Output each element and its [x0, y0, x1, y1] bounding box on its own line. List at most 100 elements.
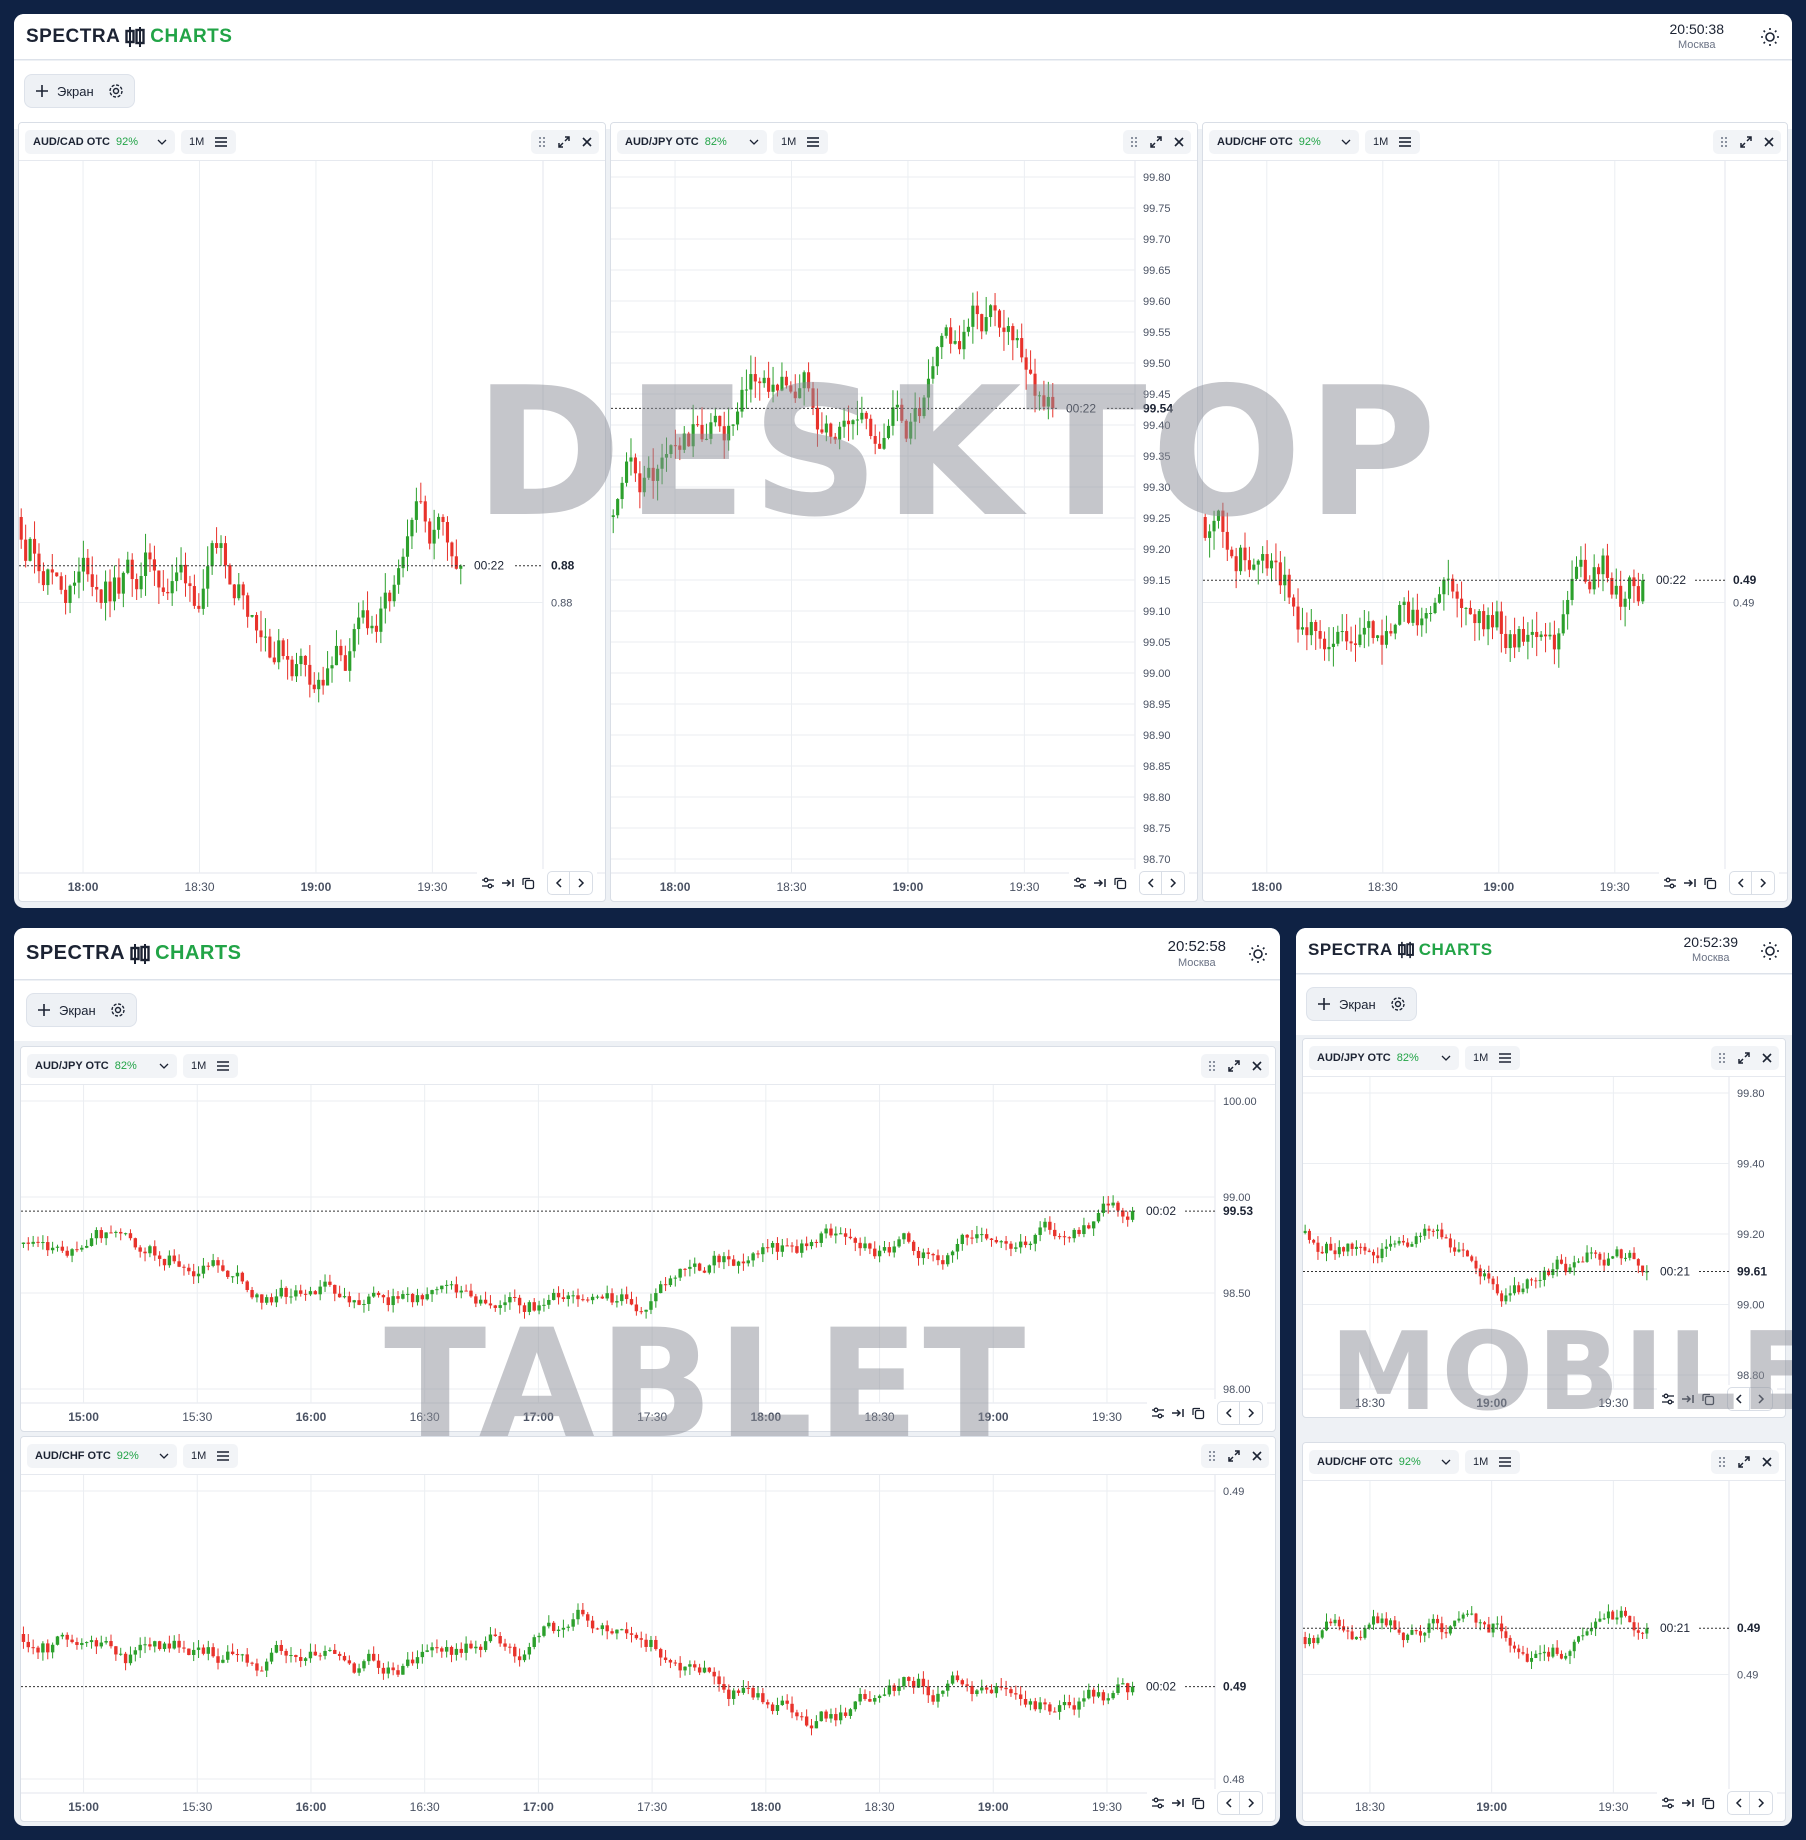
- scroll-to-latest-icon[interactable]: [501, 877, 515, 889]
- timeframe-selector[interactable]: 1M: [183, 1443, 239, 1468]
- chevron-right-icon[interactable]: [1750, 1388, 1772, 1410]
- scroll-to-latest-icon[interactable]: [1683, 877, 1697, 889]
- indicators-sliders-icon[interactable]: [1661, 1797, 1675, 1809]
- pair-selector[interactable]: AUD/JPY OTC 82%: [617, 129, 767, 154]
- theme-toggle-sun-icon[interactable]: [1760, 27, 1780, 52]
- scroll-to-latest-icon[interactable]: [1681, 1797, 1695, 1809]
- indicators-sliders-icon[interactable]: [481, 877, 495, 889]
- scroll-to-latest-icon[interactable]: [1681, 1393, 1695, 1405]
- copy-chart-icon[interactable]: [1703, 876, 1717, 890]
- drag-handle-icon[interactable]: [1207, 1450, 1217, 1462]
- add-screen-button[interactable]: Экран: [26, 993, 137, 1027]
- brand-logo[interactable]: SPECTRA CHARTS: [26, 26, 232, 48]
- pair-selector[interactable]: AUD/CHF OTC 92%: [1309, 1449, 1459, 1474]
- expand-icon[interactable]: [1737, 1455, 1751, 1469]
- pair-selector[interactable]: AUD/CHF OTC 92%: [27, 1443, 177, 1468]
- gear-icon[interactable]: [1390, 996, 1406, 1012]
- copy-chart-icon[interactable]: [521, 876, 535, 890]
- chevron-left-icon[interactable]: [1730, 872, 1752, 894]
- expand-icon[interactable]: [1739, 135, 1753, 149]
- close-icon[interactable]: [1173, 136, 1185, 148]
- menu-icon[interactable]: [1498, 1052, 1512, 1064]
- add-screen-button[interactable]: Экран: [1306, 987, 1417, 1021]
- expand-icon[interactable]: [1737, 1051, 1751, 1065]
- indicators-sliders-icon[interactable]: [1663, 877, 1677, 889]
- chevron-left-icon[interactable]: [1218, 1402, 1240, 1424]
- copy-chart-icon[interactable]: [1191, 1406, 1205, 1420]
- scroll-to-latest-icon[interactable]: [1093, 877, 1107, 889]
- candle-body: [454, 556, 458, 569]
- candle-body: [1588, 581, 1592, 590]
- menu-icon[interactable]: [214, 136, 228, 148]
- expand-icon[interactable]: [1149, 135, 1163, 149]
- candle-body: [1437, 594, 1442, 603]
- pair-selector[interactable]: AUD/CAD OTC 92%: [25, 129, 175, 154]
- chevron-left-icon[interactable]: [1218, 1792, 1240, 1814]
- gear-icon[interactable]: [110, 1002, 126, 1018]
- indicators-sliders-icon[interactable]: [1151, 1407, 1165, 1419]
- drag-handle-icon[interactable]: [1719, 136, 1729, 148]
- candle-body: [65, 1250, 69, 1256]
- menu-icon[interactable]: [806, 136, 820, 148]
- copy-chart-icon[interactable]: [1701, 1392, 1715, 1406]
- timeframe-selector[interactable]: 1M: [773, 129, 829, 154]
- candle-body: [70, 1249, 74, 1256]
- close-icon[interactable]: [581, 136, 593, 148]
- timeframe-selector[interactable]: 1M: [1465, 1045, 1521, 1070]
- drag-handle-icon[interactable]: [1207, 1060, 1217, 1072]
- timeframe-selector[interactable]: 1M: [1365, 129, 1421, 154]
- chevron-right-icon[interactable]: [1750, 1792, 1772, 1814]
- drag-handle-icon[interactable]: [1129, 136, 1139, 148]
- chevron-left-icon[interactable]: [1140, 872, 1162, 894]
- candle-body: [99, 1230, 103, 1239]
- indicators-sliders-icon[interactable]: [1661, 1393, 1675, 1405]
- expand-icon[interactable]: [1227, 1059, 1241, 1073]
- timeframe-selector[interactable]: 1M: [183, 1053, 239, 1078]
- chevron-right-icon[interactable]: [570, 872, 592, 894]
- brand-logo[interactable]: SPECTRA CHARTS: [26, 942, 241, 965]
- menu-icon[interactable]: [1398, 136, 1412, 148]
- chevron-right-icon[interactable]: [1240, 1792, 1262, 1814]
- chevron-right-icon[interactable]: [1240, 1402, 1262, 1424]
- pair-selector[interactable]: AUD/JPY OTC 82%: [1309, 1045, 1459, 1070]
- scroll-to-latest-icon[interactable]: [1171, 1797, 1185, 1809]
- chevron-left-icon[interactable]: [1728, 1388, 1750, 1410]
- expand-icon[interactable]: [557, 135, 571, 149]
- drag-handle-icon[interactable]: [1717, 1052, 1727, 1064]
- close-icon[interactable]: [1761, 1052, 1773, 1064]
- candle-body: [911, 1680, 916, 1688]
- gear-icon[interactable]: [108, 83, 124, 99]
- pair-selector[interactable]: AUD/JPY OTC 82%: [27, 1053, 177, 1078]
- drag-handle-icon[interactable]: [537, 136, 547, 148]
- theme-toggle-sun-icon[interactable]: [1248, 944, 1268, 969]
- add-screen-button[interactable]: Экран: [24, 74, 135, 108]
- chevron-right-icon[interactable]: [1752, 872, 1774, 894]
- timeframe-selector[interactable]: 1M: [181, 129, 237, 154]
- menu-icon[interactable]: [216, 1060, 230, 1072]
- scroll-to-latest-icon[interactable]: [1171, 1407, 1185, 1419]
- close-icon[interactable]: [1251, 1450, 1263, 1462]
- drag-handle-icon[interactable]: [1717, 1456, 1727, 1468]
- copy-chart-icon[interactable]: [1191, 1796, 1205, 1810]
- indicators-sliders-icon[interactable]: [1151, 1797, 1165, 1809]
- indicators-sliders-icon[interactable]: [1073, 877, 1087, 889]
- chevron-right-icon[interactable]: [1162, 872, 1184, 894]
- expand-icon[interactable]: [1227, 1449, 1241, 1463]
- candle-body: [731, 424, 735, 426]
- copy-chart-icon[interactable]: [1113, 876, 1127, 890]
- candle-body: [459, 1648, 463, 1653]
- candle-body: [1521, 1288, 1525, 1293]
- menu-icon[interactable]: [216, 1450, 230, 1462]
- pair-selector[interactable]: AUD/CHF OTC 92%: [1209, 129, 1359, 154]
- theme-toggle-sun-icon[interactable]: [1760, 941, 1780, 966]
- copy-chart-icon[interactable]: [1701, 1796, 1715, 1810]
- timeframe-selector[interactable]: 1M: [1465, 1449, 1521, 1474]
- menu-icon[interactable]: [1498, 1456, 1512, 1468]
- candle-body: [1641, 1632, 1645, 1634]
- close-icon[interactable]: [1251, 1060, 1263, 1072]
- close-icon[interactable]: [1761, 1456, 1773, 1468]
- chevron-left-icon[interactable]: [548, 872, 570, 894]
- brand-logo[interactable]: SPECTRA CHARTS: [1308, 940, 1493, 960]
- close-icon[interactable]: [1763, 136, 1775, 148]
- chevron-left-icon[interactable]: [1728, 1792, 1750, 1814]
